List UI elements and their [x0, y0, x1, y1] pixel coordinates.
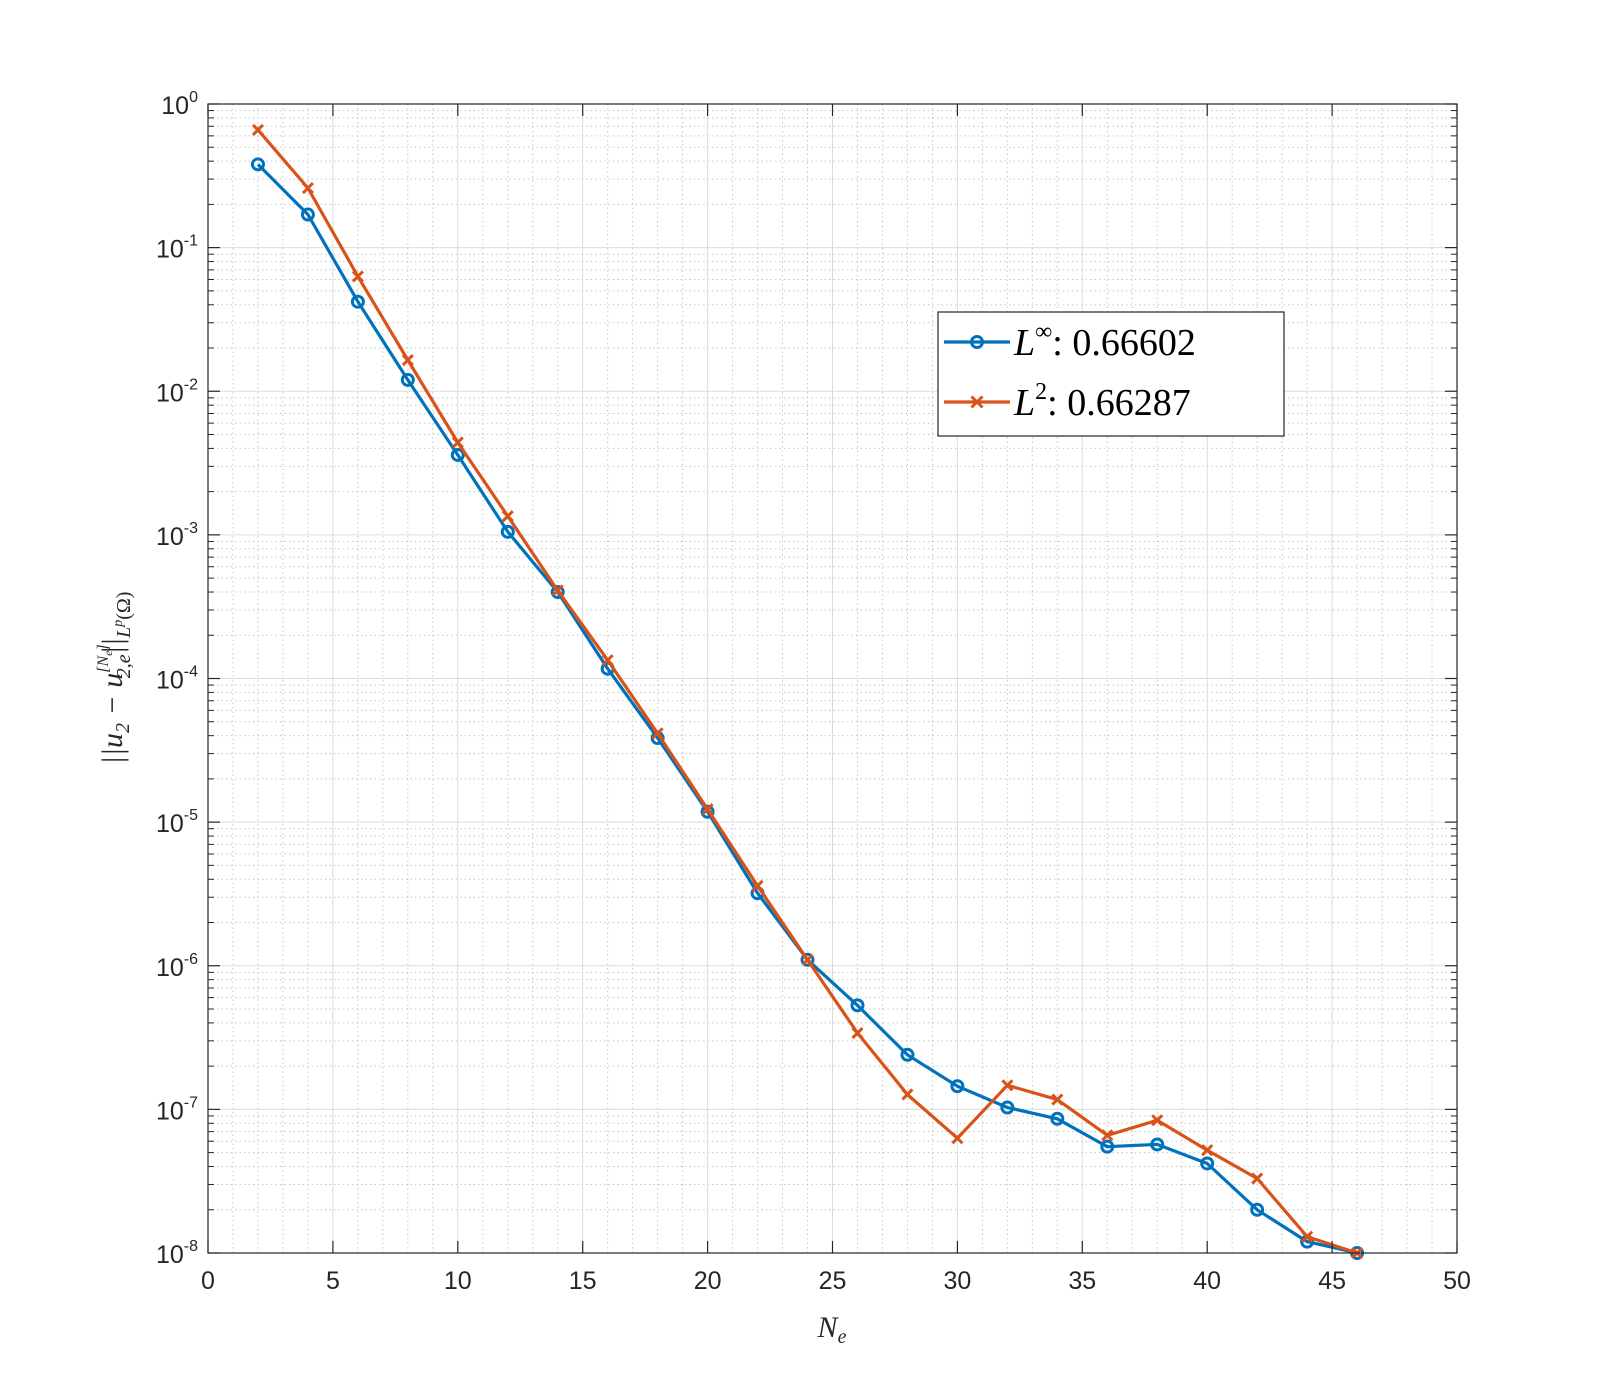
x-tick-label: 20: [694, 1267, 722, 1295]
legend-marker-linf: [970, 335, 984, 349]
data-point: [301, 181, 314, 195]
x-tick-label: 10: [444, 1267, 472, 1295]
data-point: [1051, 1093, 1064, 1106]
data-point: [800, 952, 815, 967]
data-point: [851, 1026, 864, 1040]
x-tick-label: 25: [819, 1267, 847, 1295]
data-point: [850, 998, 865, 1013]
tick-labels: 0 5 10 15 20 25 30 35 40 45 50 100 10-1 10-2 10-3 10-4 1…: [156, 89, 1471, 1295]
data-point: [1251, 1172, 1264, 1185]
data-point: [1151, 1114, 1164, 1127]
x-tick-label: 45: [1318, 1267, 1346, 1295]
y-tick-label: 10-2: [156, 376, 198, 407]
x-axis-label: Ne: [817, 1311, 847, 1348]
series-layer: [250, 123, 1365, 1260]
legend-marker-l2: [970, 395, 984, 409]
data-point: [551, 584, 564, 597]
y-tick-label: 10-4: [156, 664, 198, 695]
data-point: [900, 1047, 915, 1062]
legend: L∞: 0.66602 L2: 0.66287: [937, 311, 1285, 437]
data-point: [1200, 1156, 1215, 1171]
x-tick-label: 35: [1068, 1267, 1096, 1295]
data-point: [1000, 1100, 1015, 1115]
data-point: [751, 879, 764, 892]
y-tick-label: 10-1: [156, 233, 198, 264]
x-tick-label: 30: [943, 1267, 971, 1295]
x-tick-label: 50: [1443, 1267, 1471, 1295]
data-point: [1100, 1139, 1115, 1154]
y-tick-label: 10-3: [156, 520, 198, 551]
data-point: [401, 353, 414, 367]
y-tick-label: 10-8: [156, 1238, 198, 1269]
legend-label-linf: L∞: 0.66602: [1013, 319, 1196, 364]
data-point: [351, 270, 364, 283]
data-point: [1301, 1230, 1314, 1243]
y-tick-label: 10-7: [156, 1094, 198, 1125]
data-point: [1201, 1144, 1214, 1157]
x-tick-label: 15: [569, 1267, 597, 1295]
series-l2: [251, 123, 1364, 1260]
data-point: [300, 207, 315, 222]
data-point: [951, 1132, 964, 1145]
data-point: [601, 654, 614, 667]
data-point: [701, 803, 714, 816]
data-point: [950, 1079, 965, 1094]
data-point: [500, 524, 515, 539]
legend-box: [937, 311, 1285, 437]
data-point: [1250, 1202, 1265, 1217]
x-tick-label: 0: [201, 1267, 215, 1295]
data-point: [450, 447, 465, 462]
data-point: [651, 727, 664, 740]
data-point: [501, 510, 514, 523]
data-point: [901, 1088, 914, 1101]
data-point: [451, 436, 464, 449]
data-point: [400, 372, 415, 387]
y-axis-label: ||u2 − u[Ne]2,e||Lp(Ω): [95, 592, 135, 765]
data-point: [1101, 1129, 1114, 1142]
legend-label-l2: L2: 0.66287: [1013, 379, 1191, 424]
x-tick-label: 40: [1193, 1267, 1221, 1295]
data-point: [1050, 1111, 1065, 1126]
y-tick-label: 100: [161, 89, 198, 120]
x-tick-label: 5: [326, 1267, 340, 1295]
data-point: [801, 953, 814, 966]
data-point: [250, 157, 265, 172]
y-tick-label: 10-5: [156, 807, 198, 838]
data-point: [251, 123, 265, 136]
y-tick-label: 10-6: [156, 951, 198, 982]
legend-entry-linf: L∞: 0.66602: [944, 319, 1196, 364]
data-point: [1150, 1137, 1165, 1152]
data-point: [550, 585, 565, 600]
legend-entry-l2: L2: 0.66287: [944, 379, 1191, 424]
ticks: [207, 103, 1458, 1254]
data-point: [350, 294, 365, 309]
data-point: [1001, 1079, 1014, 1092]
